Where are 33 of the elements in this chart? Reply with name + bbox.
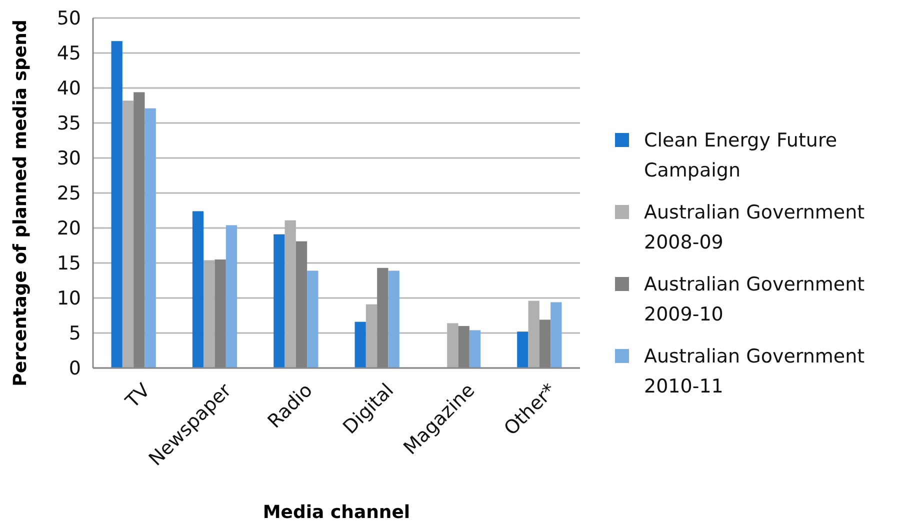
y-tick-label: 40 <box>56 78 81 100</box>
bar <box>226 225 238 368</box>
legend-label: Australian Government 2009-10 <box>644 274 865 326</box>
bar <box>122 100 134 368</box>
legend-label: Clean Energy Future Campaign <box>644 130 838 182</box>
y-tick-label: 50 <box>56 8 81 30</box>
y-tick-label: 10 <box>56 288 81 310</box>
bar <box>366 304 378 368</box>
legend-label: Australian Government 2010-11 <box>644 346 865 398</box>
y-tick-label: 35 <box>56 112 81 135</box>
y-tick-label: 5 <box>68 322 81 345</box>
bar <box>550 302 562 368</box>
y-tick-label: 30 <box>56 148 81 170</box>
bar <box>528 300 540 368</box>
x-axis-title: Media channel <box>262 502 410 523</box>
y-axis-title: Percentage of planned media spend <box>10 20 31 386</box>
bar <box>307 270 318 368</box>
y-tick-label: 45 <box>56 42 81 65</box>
y-tick-label: 20 <box>56 218 81 240</box>
bar <box>204 260 215 368</box>
y-tick-label: 25 <box>56 182 81 205</box>
bar <box>192 211 204 368</box>
bar <box>144 108 156 368</box>
x-tick-label: TV <box>120 379 155 414</box>
bar <box>469 330 481 368</box>
bar <box>517 332 528 368</box>
bar <box>388 270 400 368</box>
bar <box>354 322 366 368</box>
legend-label: Australian Government 2008-09 <box>644 202 865 254</box>
y-tick-label: 15 <box>56 252 81 275</box>
y-tick-label: 0 <box>68 358 81 380</box>
bar <box>274 234 285 368</box>
bar <box>111 41 122 368</box>
